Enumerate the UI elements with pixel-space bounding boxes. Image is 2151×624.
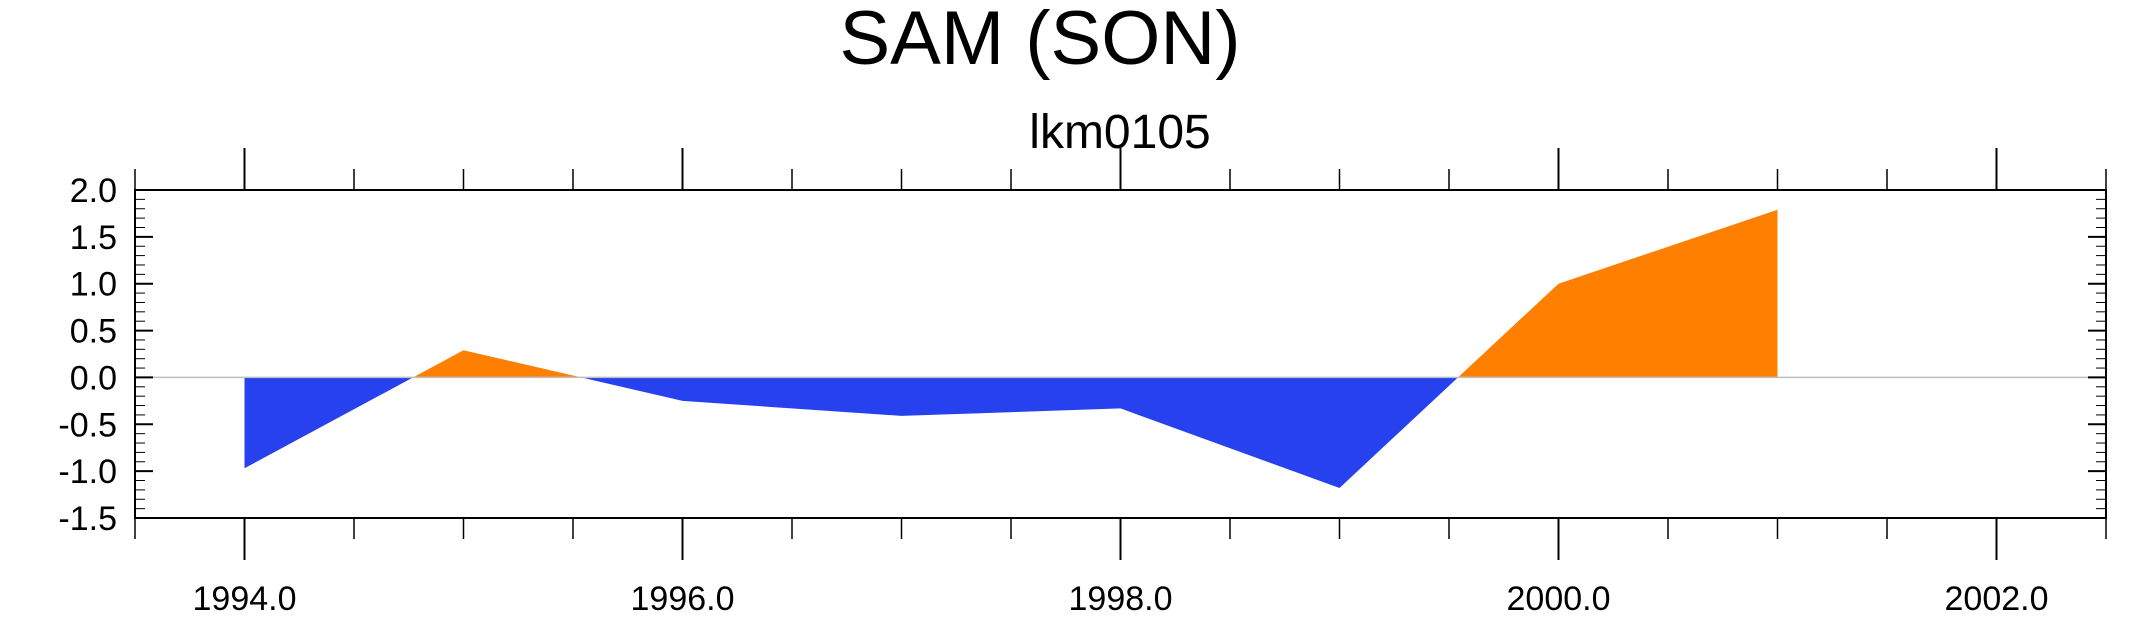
x-tick-label-1: 1996.0: [631, 580, 735, 618]
x-tick-label-2: 1998.0: [1069, 580, 1173, 618]
positive-area-3: [1458, 209, 1778, 378]
plot-frame-layer: [134, 189, 2107, 519]
y-axis-layer: 2.0 1.5 1.0 0.5 0.0 -0.5 -1.0 -1.5: [58, 172, 2106, 538]
y-tick-label-1: 1.5: [70, 219, 117, 257]
area-fill-layer: [244, 209, 1778, 488]
y-tick-label-7: -1.5: [58, 500, 117, 538]
x-tick-label-3: 2000.0: [1507, 580, 1611, 618]
y-tick-label-5: -0.5: [58, 406, 117, 444]
y-tick-label-2: 1.0: [70, 266, 117, 304]
x-tick-label-4: 2002.0: [1945, 580, 2049, 618]
plot-frame: [134, 189, 2107, 519]
y-tick-label-4: 0.0: [70, 359, 117, 397]
x-tick-label-0: 1994.0: [193, 580, 297, 618]
y-tick-label-3: 0.5: [70, 313, 117, 351]
chart-title: SAM (SON): [839, 0, 1240, 81]
x-axis-layer: 1994.0 1996.0 1998.0 2000.0 2002.0: [134, 148, 2107, 618]
y-tick-label-6: -1.0: [58, 453, 117, 491]
positive-area-1: [413, 350, 582, 378]
negative-area-0: [244, 377, 414, 469]
y-tick-label-0: 2.0: [70, 172, 117, 210]
negative-area-2: [581, 377, 1458, 488]
